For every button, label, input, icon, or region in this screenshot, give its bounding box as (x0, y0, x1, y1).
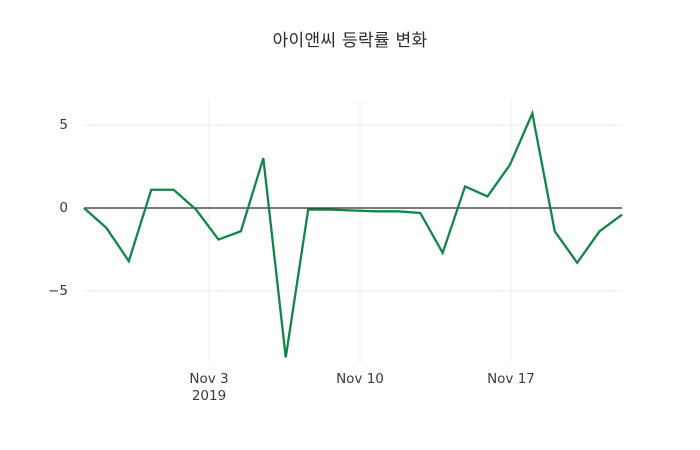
xtick-label-nov-10: Nov 10 (300, 371, 420, 388)
data-series-line (83, 109, 623, 358)
xtick-main-nov-17: Nov 17 (487, 371, 535, 387)
xtick-label-nov-3: Nov 3 2019 (149, 371, 269, 405)
ytick-label-0: 0 (59, 200, 68, 216)
xtick-main-nov-10: Nov 10 (336, 371, 384, 387)
ytick-label-5: 5 (59, 117, 68, 133)
chart-title: 아이앤씨 등락률 변화 (272, 31, 428, 51)
xtick-sub-year: 2019 (191, 388, 227, 404)
ytick-label-minus-5: −5 (48, 283, 68, 299)
xtick-label-nov-17: Nov 17 (451, 371, 571, 388)
xtick-main-nov-3: Nov 3 (189, 371, 229, 387)
